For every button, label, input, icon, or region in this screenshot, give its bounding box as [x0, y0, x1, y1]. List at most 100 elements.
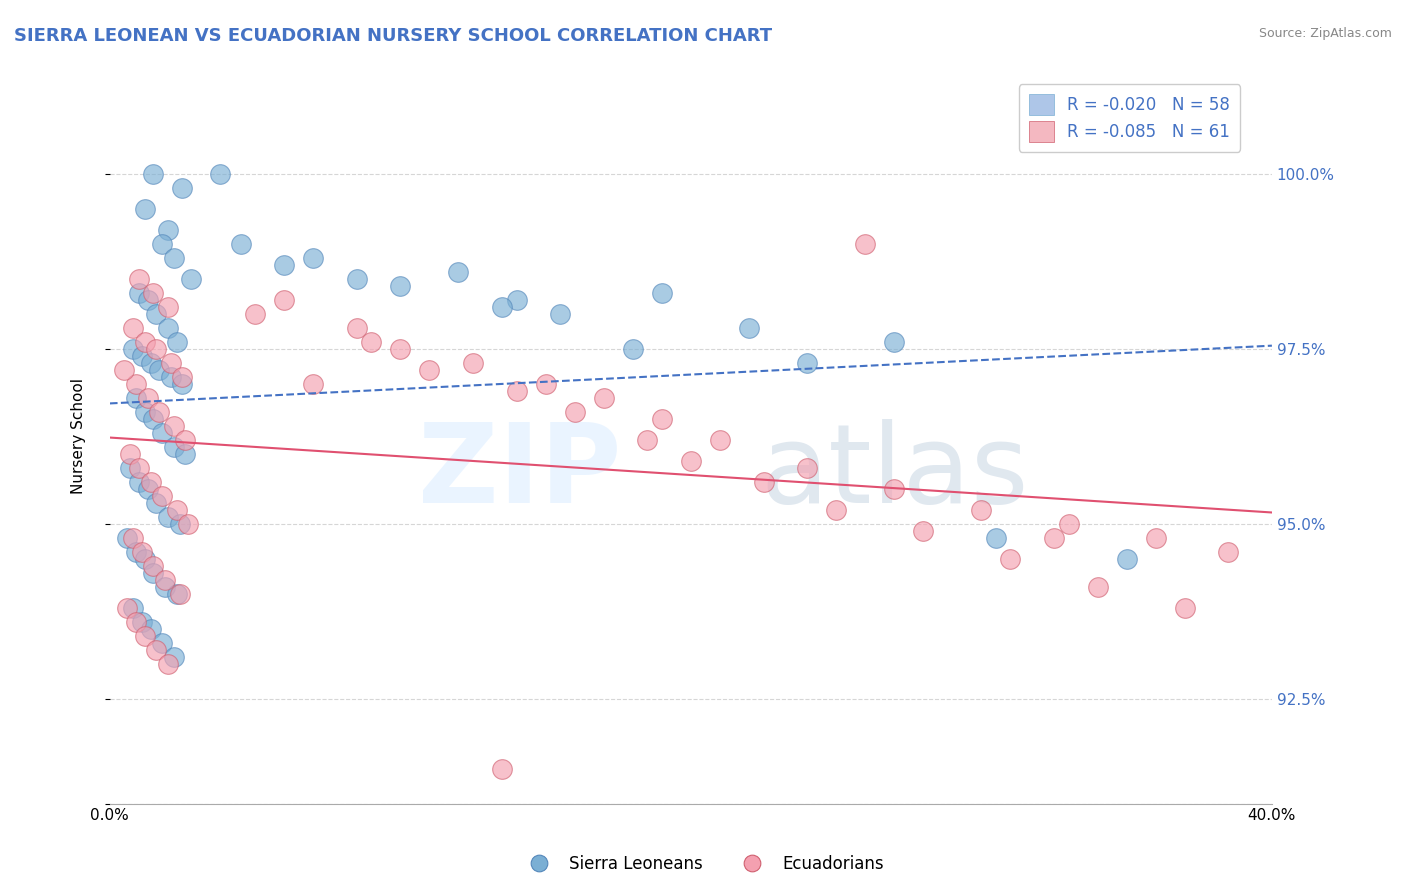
- Point: [136, 391, 159, 405]
- Point: [825, 502, 848, 516]
- Text: SIERRA LEONEAN VS ECUADORIAN NURSERY SCHOOL CORRELATION CHART: SIERRA LEONEAN VS ECUADORIAN NURSERY SCH…: [14, 27, 772, 45]
- Point: [145, 495, 167, 509]
- Point: [1115, 551, 1137, 566]
- Point: [125, 376, 148, 391]
- Point: [128, 285, 150, 300]
- Point: [651, 411, 673, 425]
- Point: [651, 285, 673, 300]
- Point: [139, 622, 162, 636]
- Point: [128, 475, 150, 489]
- Point: [117, 531, 139, 545]
- Point: [120, 446, 142, 460]
- Point: [1000, 551, 1022, 566]
- Point: [142, 566, 165, 580]
- Point: [148, 362, 170, 376]
- Point: [122, 320, 145, 334]
- Point: [679, 453, 702, 467]
- Point: [156, 509, 179, 524]
- Point: [1174, 600, 1197, 615]
- Point: [1144, 531, 1167, 545]
- Point: [172, 376, 194, 391]
- Point: [209, 167, 232, 181]
- Point: [752, 475, 775, 489]
- Point: [134, 629, 156, 643]
- Point: [360, 334, 382, 349]
- Point: [1057, 516, 1080, 531]
- Point: [134, 334, 156, 349]
- Point: [853, 236, 876, 251]
- Text: Source: ZipAtlas.com: Source: ZipAtlas.com: [1258, 27, 1392, 40]
- Point: [150, 489, 173, 503]
- Point: [505, 384, 527, 398]
- Point: [738, 320, 761, 334]
- Point: [1087, 580, 1109, 594]
- Point: [136, 293, 159, 307]
- Point: [505, 293, 527, 307]
- Point: [128, 460, 150, 475]
- Point: [145, 342, 167, 356]
- Point: [970, 502, 993, 516]
- Point: [418, 362, 440, 376]
- Point: [163, 649, 186, 664]
- Point: [302, 376, 325, 391]
- Point: [145, 307, 167, 321]
- Point: [142, 167, 165, 181]
- Point: [131, 349, 153, 363]
- Point: [125, 615, 148, 629]
- Point: [142, 411, 165, 425]
- Point: [153, 573, 176, 587]
- Point: [139, 475, 162, 489]
- Point: [148, 404, 170, 418]
- Point: [273, 258, 295, 272]
- Point: [122, 531, 145, 545]
- Point: [709, 433, 731, 447]
- Point: [883, 482, 905, 496]
- Point: [180, 271, 202, 285]
- Point: [796, 355, 818, 369]
- Point: [1043, 531, 1066, 545]
- Point: [534, 376, 557, 391]
- Point: [156, 657, 179, 671]
- Point: [174, 433, 197, 447]
- Point: [447, 264, 470, 278]
- Point: [491, 300, 513, 314]
- Point: [163, 251, 186, 265]
- Point: [145, 642, 167, 657]
- Point: [125, 391, 148, 405]
- Point: [120, 460, 142, 475]
- Point: [883, 334, 905, 349]
- Point: [346, 271, 368, 285]
- Point: [273, 293, 295, 307]
- Point: [912, 524, 935, 538]
- Point: [134, 202, 156, 216]
- Legend: R = -0.020   N = 58, R = -0.085   N = 61: R = -0.020 N = 58, R = -0.085 N = 61: [1019, 84, 1240, 152]
- Point: [389, 342, 412, 356]
- Point: [150, 635, 173, 649]
- Point: [150, 236, 173, 251]
- Point: [142, 285, 165, 300]
- Point: [163, 440, 186, 454]
- Point: [156, 222, 179, 236]
- Point: [592, 391, 614, 405]
- Point: [174, 446, 197, 460]
- Point: [122, 342, 145, 356]
- Text: ZIP: ZIP: [418, 419, 621, 526]
- Text: atlas: atlas: [761, 419, 1029, 526]
- Point: [302, 251, 325, 265]
- Point: [150, 425, 173, 440]
- Point: [548, 307, 571, 321]
- Point: [169, 586, 191, 600]
- Point: [160, 369, 183, 384]
- Point: [461, 355, 484, 369]
- Point: [136, 482, 159, 496]
- Point: [125, 544, 148, 558]
- Point: [134, 551, 156, 566]
- Point: [169, 516, 191, 531]
- Point: [1218, 544, 1240, 558]
- Point: [122, 600, 145, 615]
- Point: [134, 404, 156, 418]
- Point: [621, 342, 644, 356]
- Point: [346, 320, 368, 334]
- Point: [229, 236, 252, 251]
- Point: [128, 271, 150, 285]
